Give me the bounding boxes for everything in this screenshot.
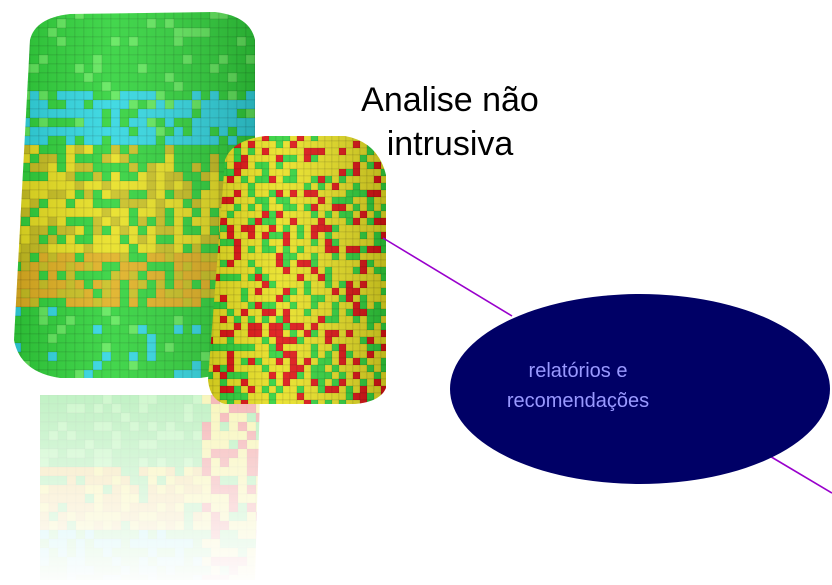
connector-line-top bbox=[382, 237, 513, 317]
reports-bubble bbox=[450, 294, 830, 484]
title-line-1: Analise não bbox=[361, 81, 539, 119]
bubble-line-2: recomendações bbox=[506, 390, 650, 412]
reports-bubble-label: relatórios e recomendações bbox=[468, 356, 688, 416]
connector-line-bottom bbox=[767, 454, 832, 494]
bubble-line-1: relatórios e bbox=[528, 360, 628, 382]
small-cylinder-heatmap bbox=[208, 136, 386, 404]
cylinder-reflection bbox=[40, 395, 260, 580]
title-line-2: intrusiva bbox=[386, 125, 514, 163]
diagram-title: Analise não intrusiva bbox=[300, 78, 600, 166]
